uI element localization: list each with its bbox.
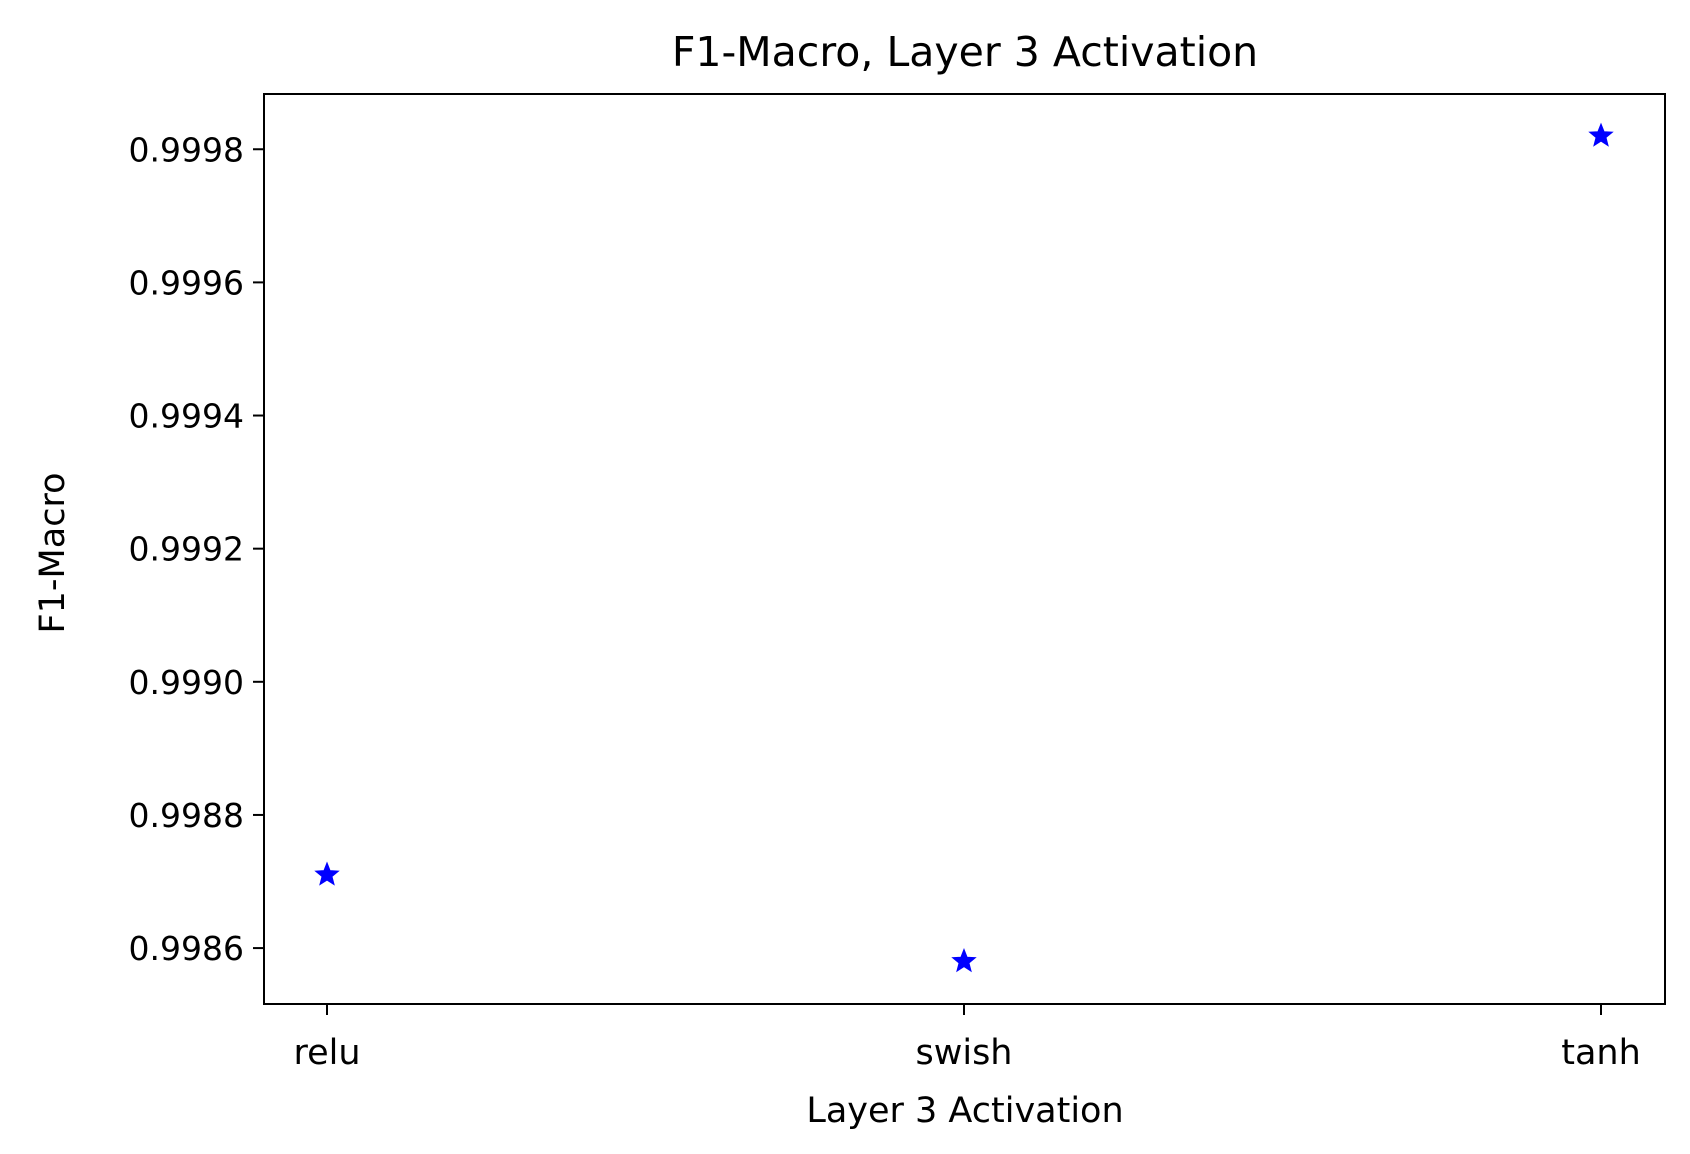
- data-points: [314, 122, 1614, 973]
- chart-title: F1-Macro, Layer 3 Activation: [672, 28, 1258, 76]
- y-tick-label: 0.9986: [129, 929, 244, 968]
- y-tick-label: 0.9988: [129, 796, 244, 835]
- y-tick-label: 0.9992: [129, 530, 244, 569]
- y-tick-label: 0.9994: [129, 397, 244, 436]
- x-axis: relu swish tanh: [293, 1004, 1641, 1073]
- y-tick-label: 0.9996: [129, 263, 244, 302]
- x-axis-label: Layer 3 Activation: [806, 1091, 1123, 1131]
- plot-area-frame: [263, 93, 1666, 1005]
- y-tick-label: 0.9990: [129, 663, 244, 702]
- data-point-swish: [951, 948, 977, 973]
- data-point-relu: [314, 861, 340, 886]
- y-axis: 0.9986 0.9988 0.9990 0.9992 0.9994 0.9996 0.99…: [129, 130, 264, 968]
- y-tick-label: 0.9998: [129, 130, 244, 169]
- x-tick-label: relu: [293, 1033, 360, 1073]
- x-tick-label: tanh: [1561, 1033, 1641, 1073]
- y-axis-label: F1-Macro: [33, 473, 73, 634]
- data-point-tanh: [1588, 122, 1614, 147]
- x-tick-label: swish: [915, 1033, 1012, 1073]
